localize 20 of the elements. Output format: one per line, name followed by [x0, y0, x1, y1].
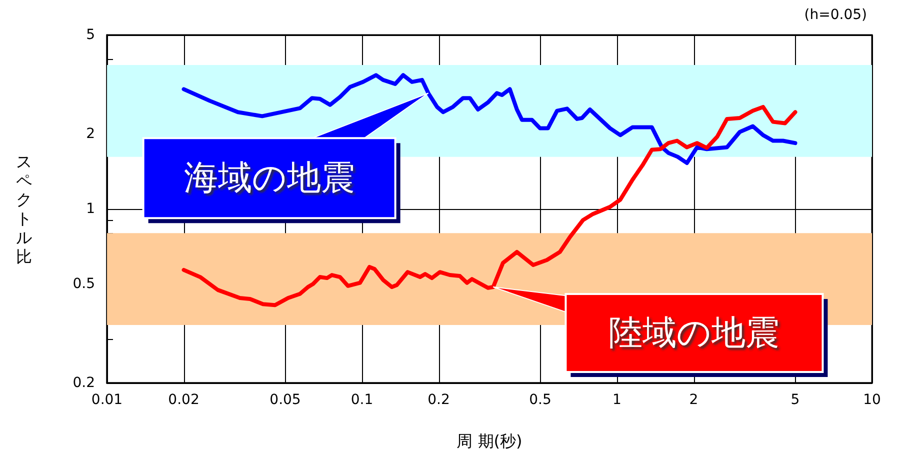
y-tick-label: 0.2: [72, 375, 95, 391]
x-tick-label: 0.01: [91, 392, 123, 408]
annotation: 海域の地震: [184, 158, 355, 198]
x-tick-label: 5: [790, 392, 800, 408]
x-tick-label: 1: [612, 392, 622, 408]
y-tick-label: 0.5: [72, 276, 95, 292]
y-tick-label: 1: [86, 201, 95, 217]
y-axis-title: スペクトル比: [16, 152, 32, 266]
x-tick-label: 0.5: [529, 392, 552, 408]
x-tick-label: 0.2: [428, 392, 450, 408]
x-axis-title: 周 期(秒): [456, 432, 522, 450]
y-tick-label: 5: [86, 27, 95, 43]
x-tick-label: 2: [689, 392, 698, 408]
x-tick-label: 0.1: [350, 392, 374, 408]
x-tick-label: 0.02: [168, 392, 200, 408]
y-tick-label: 2: [86, 126, 95, 142]
x-tick-label: 0.05: [270, 392, 301, 408]
x-tick-label: 10: [863, 392, 881, 408]
text: (h=0.05): [804, 7, 868, 23]
annotation: 陸域の地震: [608, 313, 780, 354]
